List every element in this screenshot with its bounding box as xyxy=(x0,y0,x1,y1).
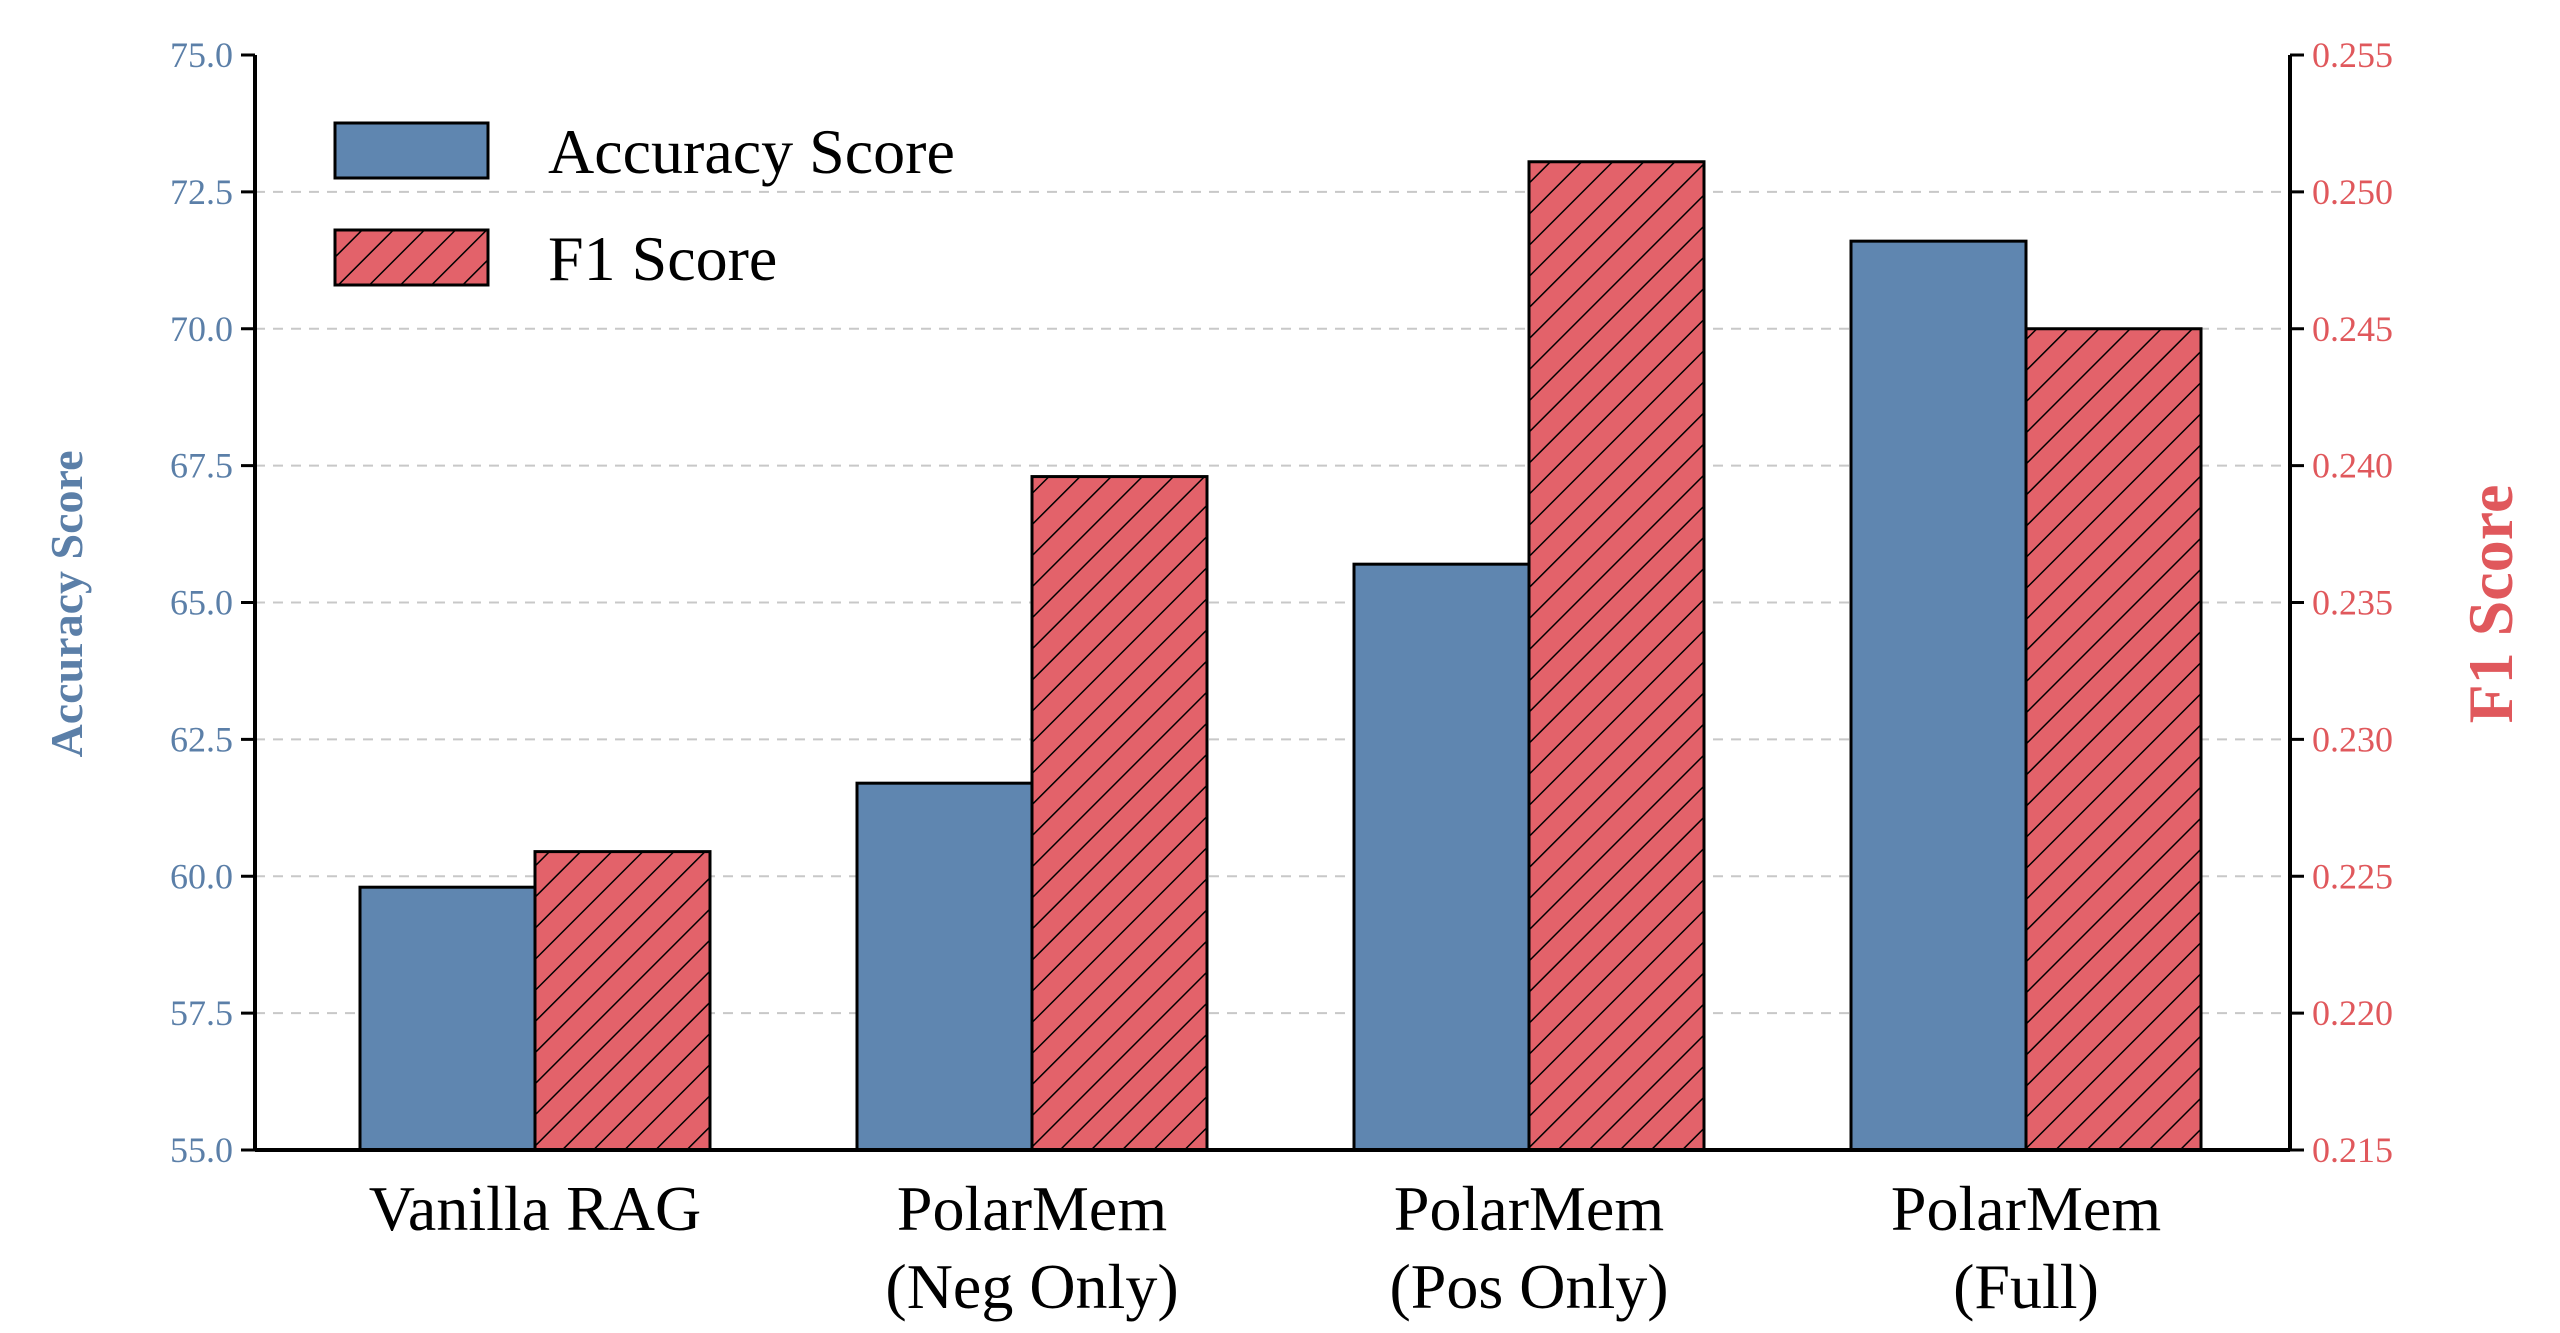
right-tick-label: 0.225 xyxy=(2312,856,2393,896)
category-label: PolarMem xyxy=(897,1173,1167,1244)
category-label: (Neg Only) xyxy=(885,1251,1178,1322)
right-axis-ticks: 0.215 0.220 0.225 0.230 0.235 0.240 0.245 0.250… xyxy=(2290,35,2393,1170)
category-label: PolarMem xyxy=(1891,1173,2161,1244)
category-labels: Vanilla RAG PolarMem(Neg Only)PolarMem(Po… xyxy=(369,1173,2161,1322)
left-tick-label: 75.0 xyxy=(170,35,233,75)
bar-f1 xyxy=(533,850,712,1152)
bar-f1 xyxy=(1030,475,1209,1152)
legend-label-accuracy: Accuracy Score xyxy=(548,116,955,187)
bar-accuracy xyxy=(1352,562,1531,1152)
bar-f1 xyxy=(2024,327,2203,1152)
right-tick-label: 0.250 xyxy=(2312,172,2393,212)
bar-accuracy xyxy=(358,885,537,1152)
right-tick-label: 0.245 xyxy=(2312,309,2393,349)
right-tick-label: 0.235 xyxy=(2312,583,2393,623)
legend-swatch-f1 xyxy=(333,228,490,287)
right-tick-label: 0.240 xyxy=(2312,446,2393,486)
right-tick-label: 0.255 xyxy=(2312,35,2393,75)
category-label: PolarMem xyxy=(1394,1173,1664,1244)
left-tick-label: 57.5 xyxy=(170,993,233,1033)
legend-label-f1: F1 Score xyxy=(548,223,777,294)
left-tick-label: 70.0 xyxy=(170,309,233,349)
bar-f1 xyxy=(1527,160,1706,1152)
left-tick-label: 62.5 xyxy=(170,719,233,759)
right-axis-title: F1 Score xyxy=(2455,485,2526,724)
legend: Accuracy Score F1 Score xyxy=(333,116,955,294)
bars xyxy=(358,160,2203,1152)
legend-swatch-accuracy xyxy=(333,121,490,180)
category-label: Vanilla RAG xyxy=(369,1173,701,1244)
left-tick-label: 72.5 xyxy=(170,172,233,212)
left-tick-label: 67.5 xyxy=(170,446,233,486)
bar-accuracy xyxy=(1849,239,2028,1152)
bar-accuracy xyxy=(855,781,1034,1152)
category-label: (Full) xyxy=(1953,1251,2099,1322)
right-tick-label: 0.230 xyxy=(2312,719,2393,759)
right-tick-label: 0.220 xyxy=(2312,993,2393,1033)
right-tick-label: 0.215 xyxy=(2312,1130,2393,1170)
left-tick-label: 60.0 xyxy=(170,856,233,896)
left-axis-title: Accuracy Score xyxy=(41,451,92,758)
left-axis-ticks: 55.0 57.5 60.0 62.5 65.0 67.5 70.0 72.5 75.0 xyxy=(170,35,255,1170)
left-tick-label: 65.0 xyxy=(170,583,233,623)
left-tick-label: 55.0 xyxy=(170,1130,233,1170)
category-label: (Pos Only) xyxy=(1389,1251,1668,1322)
